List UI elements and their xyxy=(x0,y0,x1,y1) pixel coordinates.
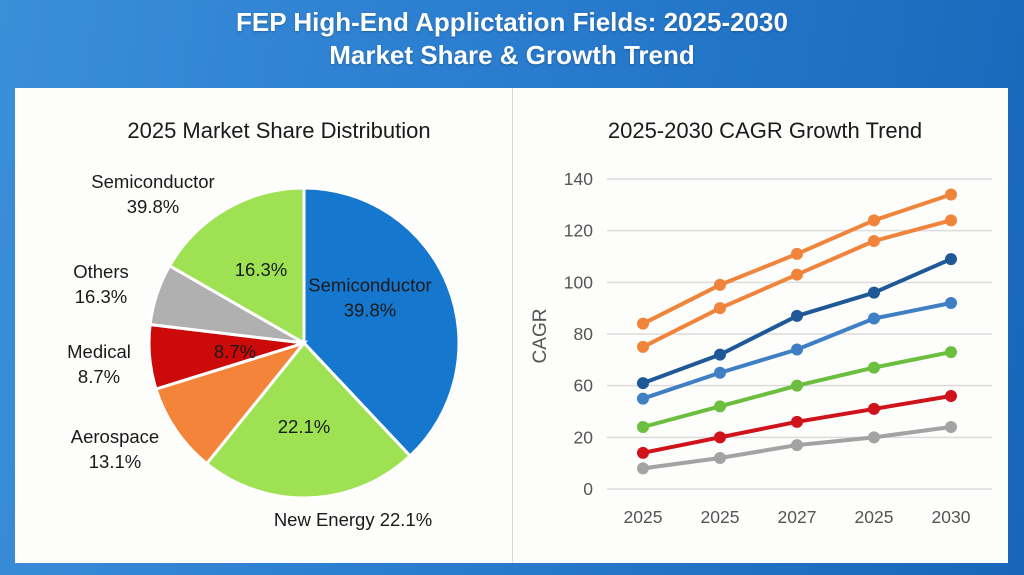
data-point-light-blue xyxy=(637,392,649,405)
y-axis-label: CAGR xyxy=(530,309,551,364)
data-point-orange-lower xyxy=(714,302,726,315)
data-point-green xyxy=(868,361,880,374)
data-point-green xyxy=(714,400,726,413)
x-tick-label: 2025 xyxy=(624,507,663,527)
data-point-orange-upper xyxy=(791,247,803,260)
data-point-orange-upper xyxy=(945,188,957,201)
data-point-orange-lower xyxy=(637,340,649,353)
pie-outer-label-new_energy: New Energy 22.1% xyxy=(274,509,432,530)
x-tick-label: 2025 xyxy=(855,507,894,527)
pie-chart: Semiconductor 39.8% 22.1% 8.7% 16.3% Semicond… xyxy=(67,171,461,530)
data-point-orange-upper xyxy=(868,214,880,227)
data-point-dark-blue xyxy=(637,377,649,390)
data-point-dark-blue xyxy=(714,348,726,361)
data-point-dark-blue xyxy=(868,286,880,299)
pie-outer-label-medical: Medical xyxy=(67,341,131,362)
data-point-red xyxy=(945,390,957,402)
data-point-gray xyxy=(945,421,957,433)
pie-outer-label-medical: 8.7% xyxy=(78,366,120,387)
pie-inner-label-semiconductor: 39.8% xyxy=(344,300,396,321)
pie-outer-label-aerospace: Aerospace xyxy=(71,426,159,447)
data-point-gray xyxy=(714,452,726,464)
data-point-orange-lower xyxy=(868,235,880,247)
data-point-gray xyxy=(868,431,880,444)
data-point-red xyxy=(791,415,803,428)
x-tick-label: 2030 xyxy=(932,507,971,527)
main-title: FEP High-End Applictation Fields: 2025-2… xyxy=(0,6,1024,72)
data-point-orange-lower xyxy=(945,214,957,227)
y-tick-label: 140 xyxy=(564,169,593,189)
data-point-red xyxy=(714,431,726,444)
pie-inner-label-medical: 8.7% xyxy=(214,341,256,362)
y-tick-label: 120 xyxy=(564,221,593,241)
y-tick-label: 80 xyxy=(574,324,594,344)
data-point-red xyxy=(868,402,880,415)
pie-outer-label-semiconductor: Semiconductor xyxy=(91,171,214,192)
pie-outer-label-aerospace: 13.1% xyxy=(89,451,141,472)
y-tick-label: 60 xyxy=(574,376,594,396)
pie-outer-label-semiconductor: 39.8% xyxy=(127,196,179,217)
data-point-gray xyxy=(791,439,803,452)
data-point-green xyxy=(791,379,803,392)
y-tick-label: 100 xyxy=(564,272,593,292)
data-point-dark-blue xyxy=(945,253,957,266)
data-point-orange-upper xyxy=(714,278,726,291)
data-point-green xyxy=(945,346,957,359)
pie-outer-label-others: Others xyxy=(73,261,129,282)
data-point-light-blue xyxy=(714,366,726,379)
data-point-light-blue xyxy=(791,343,803,356)
pie-slice-semiconductor xyxy=(302,186,461,459)
pie-slice-aerospace xyxy=(154,340,309,466)
charts-panel: 2025 Market Share Distribution Semicondu… xyxy=(15,88,1008,563)
pie-slice-top_green xyxy=(167,186,306,346)
data-point-dark-blue xyxy=(791,309,803,322)
data-point-light-blue xyxy=(868,312,880,325)
pie-inner-label-semiconductor: Semiconductor xyxy=(308,275,431,296)
pie-outer-label-others: 16.3% xyxy=(75,286,127,307)
line-chart: 140 120 100 80 60 20 0 2025 2025 2027 2025 2030 CAGR xyxy=(530,169,992,527)
pie-inner-label-new_energy: 22.1% xyxy=(278,416,330,437)
y-tick-label: 20 xyxy=(574,427,594,447)
data-point-red xyxy=(637,446,649,459)
x-tick-label: 2025 xyxy=(701,507,740,527)
pie-slice-new_energy xyxy=(204,340,413,500)
main-title-line-1: FEP High-End Applictation Fields: 2025-2… xyxy=(236,7,788,37)
data-point-gray xyxy=(637,462,649,475)
panel-divider xyxy=(512,88,513,563)
line-chart-title: 2025-2030 CAGR Growth Trend xyxy=(608,118,922,143)
main-title-line-2: Market Share & Growth Trend xyxy=(329,40,695,70)
series-line-orange-lower xyxy=(642,218,952,349)
data-point-light-blue xyxy=(945,297,957,309)
data-point-orange-lower xyxy=(791,268,803,281)
y-tick-label: 0 xyxy=(583,479,593,499)
pie-inner-label-top_green: 16.3% xyxy=(235,259,287,280)
data-point-green xyxy=(637,421,649,433)
data-point-orange-upper xyxy=(637,317,649,330)
x-tick-label: 2027 xyxy=(778,507,817,527)
charts-svg: 2025 Market Share Distribution Semicondu… xyxy=(67,118,992,530)
pie-chart-title: 2025 Market Share Distribution xyxy=(127,118,430,143)
